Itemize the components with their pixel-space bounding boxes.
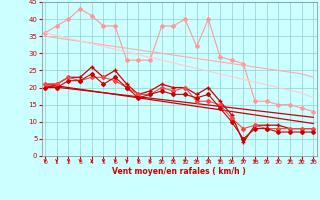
X-axis label: Vent moyen/en rafales ( km/h ): Vent moyen/en rafales ( km/h )	[112, 167, 246, 176]
